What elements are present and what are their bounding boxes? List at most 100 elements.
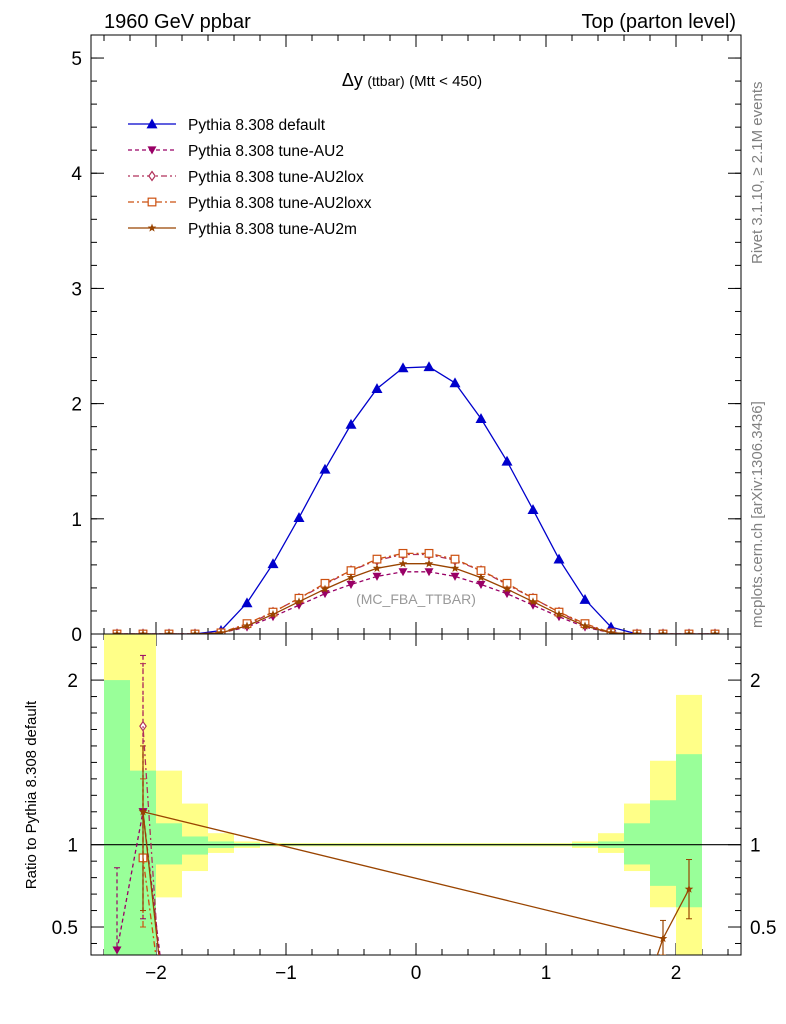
ratio-axis-label: Ratio to Pythia 8.308 default — [23, 700, 40, 889]
x-tick-label: 1 — [541, 963, 552, 984]
data-point-marker — [397, 362, 409, 373]
series-layer — [112, 361, 720, 634]
data-point-marker — [294, 597, 304, 606]
uncertainty-band-inner — [624, 823, 650, 865]
data-point-marker — [449, 377, 461, 388]
data-point-marker — [475, 413, 487, 423]
data-point-marker — [658, 934, 668, 943]
legend: Pythia 8.308 default Pythia 8.308 tune-AU… — [128, 117, 372, 238]
ratio-tick-label-left: 0.5 — [52, 918, 78, 939]
data-point-marker — [450, 554, 460, 564]
data-point-marker — [502, 584, 512, 593]
main-panel: 0 1 2 3 4 5 — [71, 34, 742, 955]
data-point-marker — [476, 573, 486, 582]
data-point-marker — [268, 609, 278, 619]
data-point-marker — [346, 573, 356, 582]
data-point-marker — [148, 170, 156, 182]
y-tick-label: 3 — [71, 279, 82, 300]
legend-item-default: Pythia 8.308 default — [128, 117, 326, 134]
data-point-marker — [684, 629, 694, 634]
data-point-marker — [267, 558, 279, 569]
ratio-panel: −2 −1 0 1 2 0.5 0.5 1 1 2 2 — [52, 633, 776, 984]
data-point-marker — [346, 580, 356, 589]
data-point-marker — [398, 568, 408, 577]
data-point-marker — [112, 629, 122, 634]
uncertainty-band-inner — [156, 823, 182, 865]
data-point-marker — [580, 621, 590, 630]
ratio-tick-label-right: 2 — [750, 671, 761, 692]
y-tick-label: 1 — [71, 510, 82, 531]
data-point-marker — [684, 884, 694, 893]
y-tick-label: 2 — [71, 395, 82, 416]
legend-item-tune-au2m: Pythia 8.308 tune-AU2m — [128, 221, 357, 238]
header-right: Top (parton level) — [581, 11, 736, 33]
legend-label: Pythia 8.308 default — [188, 117, 326, 134]
data-point-marker — [632, 629, 642, 634]
ratio-bands — [104, 634, 702, 955]
data-point-marker — [319, 463, 331, 474]
data-point-marker — [372, 572, 382, 581]
ratio-points-layer — [112, 654, 694, 955]
data-point-marker — [147, 197, 157, 207]
y-tick-label: 0 — [71, 625, 82, 646]
x-tick-label: 2 — [671, 963, 682, 984]
data-point-marker — [450, 572, 460, 581]
data-point-marker — [293, 512, 305, 523]
data-point-marker — [216, 628, 226, 634]
header-left: 1960 GeV ppbar — [104, 11, 251, 33]
y-tick-label: 5 — [71, 49, 82, 70]
data-point-marker — [345, 418, 357, 429]
series-line-tune-au2m — [117, 563, 715, 634]
data-point-marker — [528, 601, 538, 610]
data-point-marker — [371, 383, 383, 394]
data-point-marker — [658, 629, 668, 634]
data-point-marker — [528, 597, 538, 606]
data-point-marker — [501, 455, 513, 466]
ratio-line-exit — [656, 938, 664, 955]
data-point-marker — [138, 807, 148, 816]
data-point-marker — [424, 548, 434, 558]
data-point-marker — [554, 609, 564, 619]
legend-label: Pythia 8.308 tune-AU2m — [188, 221, 357, 238]
ratio-line-exit — [142, 811, 160, 955]
data-point-marker — [164, 629, 174, 634]
plot-title-main: Δy — [342, 70, 363, 90]
legend-item-tune-au2lox: Pythia 8.308 tune-AU2lox — [128, 169, 364, 186]
data-point-marker — [241, 597, 253, 608]
ratio-tick-label-left: 1 — [67, 836, 78, 857]
ratio-tick-label-right: 0.5 — [750, 918, 776, 939]
data-point-marker — [112, 946, 122, 955]
series-tune-au2m — [112, 559, 720, 634]
data-point-marker — [710, 629, 720, 634]
data-point-marker — [320, 584, 330, 593]
data-point-marker — [138, 629, 148, 634]
data-point-marker — [450, 563, 460, 572]
legend-item-tune-au2loxx: Pythia 8.308 tune-AU2loxx — [128, 195, 372, 212]
legend-label: Pythia 8.308 tune-AU2lox — [188, 169, 364, 186]
data-point-marker — [527, 504, 539, 514]
y-tick-label: 4 — [71, 164, 82, 185]
plot-title: Δy (ttbar) (Mtt < 450) — [342, 70, 482, 90]
x-tick-label: 0 — [411, 963, 422, 984]
plot-title-sub: (ttbar) — [367, 73, 404, 89]
uncertainty-band-inner — [104, 680, 130, 955]
ratio-line — [116, 811, 144, 951]
ratio-tick-label-right: 1 — [750, 836, 761, 857]
rivet-label: Rivet 3.1.10, ≥ 2.1M events — [749, 82, 766, 265]
data-point-marker — [424, 568, 434, 577]
legend-label: Pythia 8.308 tune-AU2loxx — [188, 195, 372, 212]
mcplots-label: mcplots.cern.ch [arXiv:1306.3436] — [749, 401, 766, 628]
data-point-marker — [398, 548, 408, 558]
data-point-marker — [398, 559, 408, 568]
data-point-marker — [242, 621, 252, 630]
watermark-label: (MC_FBA_TTBAR) — [356, 591, 476, 607]
plot-title-cut: (Mtt < 450) — [409, 73, 482, 90]
ratio-series — [138, 745, 694, 955]
data-point-marker — [147, 223, 157, 232]
data-point-marker — [424, 559, 434, 568]
data-point-marker — [372, 563, 382, 572]
data-point-marker — [606, 628, 616, 634]
data-point-marker — [579, 593, 591, 604]
x-tick-label: −2 — [145, 963, 167, 984]
